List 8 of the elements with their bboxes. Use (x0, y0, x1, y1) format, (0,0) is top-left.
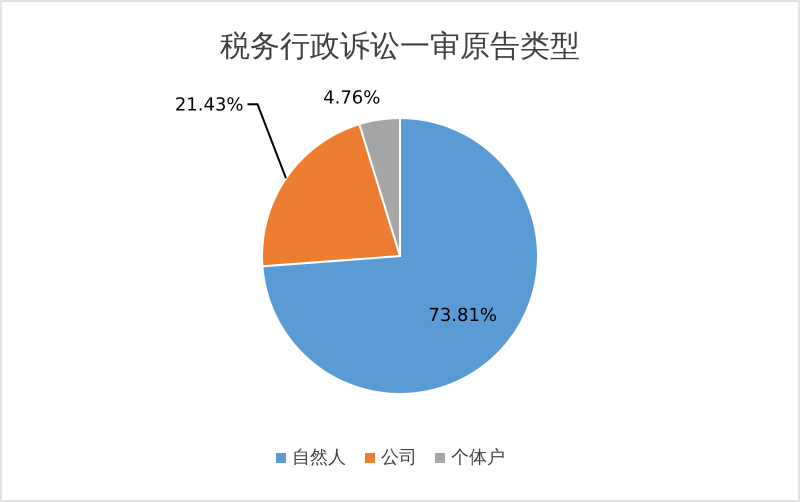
chart-title: 税务行政诉讼一审原告类型 (220, 29, 580, 64)
pie-slice (261, 117, 539, 395)
data-label: 73.81% (428, 305, 498, 326)
data-label: 21.43% (174, 94, 244, 116)
legend-label: 自然人 (292, 447, 346, 468)
data-label: 4.76% (323, 88, 380, 109)
legend-label: 公司 (381, 447, 417, 468)
legend-label: 个体户 (451, 447, 505, 468)
